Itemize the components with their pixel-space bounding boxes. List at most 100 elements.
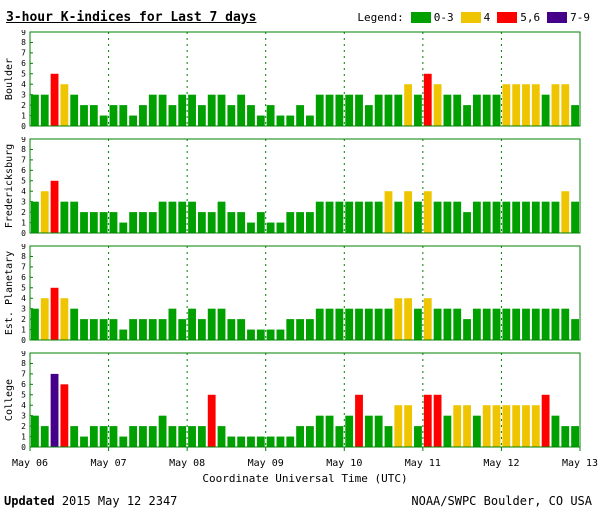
k-index-bar [197, 319, 206, 340]
k-index-bar [80, 105, 88, 126]
y-tick-label: 7 [21, 263, 26, 272]
k-index-bar [335, 94, 344, 126]
k-index-bar [541, 394, 550, 447]
y-tick-label: 2 [21, 422, 26, 431]
k-index-bar [345, 94, 354, 126]
k-index-bar [286, 319, 295, 340]
k-index-bar [70, 426, 79, 447]
k-index-bar [463, 319, 471, 340]
k-index-bar [168, 308, 177, 340]
k-index-bar [266, 329, 275, 340]
k-index-bar [561, 426, 570, 447]
panel-est-planetary: 0 12 345 67 89 Est. Planetary [4, 244, 581, 345]
k-index-bar [423, 394, 432, 447]
k-index-bar [531, 405, 540, 447]
y-tick-label: 4 [21, 187, 26, 196]
y-tick-label: 1 [21, 218, 26, 227]
k-index-bar [482, 308, 491, 340]
updated-label: Updated [4, 494, 55, 508]
k-index-bar [158, 94, 167, 126]
legend-item-purple: 7-9 [547, 11, 590, 24]
x-tick-label: May 11 [404, 458, 441, 469]
k-index-bar [286, 436, 295, 447]
station-label: Fredericksburg [4, 144, 15, 228]
k-index-bar [374, 201, 383, 233]
k-index-bar [355, 94, 363, 126]
k-index-bar [286, 115, 295, 126]
k-index-bar [148, 212, 157, 233]
k-index-bar [512, 201, 521, 233]
k-index-bar [325, 415, 334, 447]
k-index-bar [384, 191, 393, 233]
panel-frame [29, 245, 581, 341]
k-index-bar [482, 201, 491, 233]
station-label: Boulder [4, 58, 15, 100]
k-index-bar [237, 94, 246, 126]
k-index-bar [571, 319, 579, 340]
k-index-bar [276, 329, 285, 340]
k-index-bar [423, 73, 432, 126]
x-tick-label: May 08 [169, 458, 206, 469]
k-index-bar [80, 212, 88, 233]
k-index-bar [414, 308, 422, 340]
k-index-bar [306, 319, 314, 340]
k-index-bar [522, 308, 530, 340]
k-index-bar [247, 222, 255, 233]
k-index-bar [227, 319, 236, 340]
y-tick-label: 5 [21, 70, 26, 79]
k-index-bar [443, 415, 452, 447]
k-index-bar [109, 426, 118, 447]
k-index-bar [522, 201, 530, 233]
k-index-bar [306, 115, 314, 126]
updated-value: 2015 May 12 2347 [61, 494, 178, 508]
panel-frame [29, 352, 581, 448]
k-index-bar [482, 405, 491, 447]
k-index-bar [443, 94, 452, 126]
k-index-bar [561, 308, 570, 340]
y-tick-label: 8 [21, 252, 26, 261]
k-index-bar [571, 105, 579, 126]
k-index-bar [276, 436, 285, 447]
k-index-bar [404, 298, 413, 340]
x-tick-label: May 09 [247, 458, 284, 469]
k-index-bar [453, 405, 462, 447]
k-index-bar [247, 105, 255, 126]
k-index-bar [472, 415, 481, 447]
y-tick-label: 0 [21, 229, 26, 238]
k-index-bar [443, 201, 452, 233]
y-tick-label: 3 [21, 197, 26, 206]
y-tick-label: 6 [21, 59, 26, 68]
k-index-bar [168, 201, 177, 233]
k-index-bar [188, 94, 196, 126]
x-axis-title: Coordinate Universal Time (UTC) [202, 472, 408, 485]
k-index-bar [364, 415, 373, 447]
k-index-bar [374, 308, 383, 340]
y-tick-label: 9 [21, 244, 26, 251]
k-index-bar [237, 319, 246, 340]
k-index-bar [463, 405, 471, 447]
y-tick-label: 6 [21, 380, 26, 389]
k-index-bar [89, 105, 98, 126]
k-index-bar [414, 94, 422, 126]
k-index-bar [158, 319, 167, 340]
k-index-bar [463, 105, 471, 126]
y-tick-label: 1 [21, 432, 26, 441]
k-index-bar [364, 105, 373, 126]
k-index-bar [423, 191, 432, 233]
k-index-bar [99, 212, 108, 233]
k-index-bar [80, 436, 88, 447]
k-index-bar [286, 212, 295, 233]
k-index-bar [40, 94, 49, 126]
k-index-bar [325, 308, 334, 340]
k-index-bar [512, 405, 521, 447]
legend-item-label: 4 [483, 10, 491, 24]
k-index-bar [227, 436, 236, 447]
y-tick-label: 3 [21, 90, 26, 99]
k-index-bar [531, 308, 540, 340]
y-tick-label: 1 [21, 111, 26, 120]
k-index-bar [502, 308, 511, 340]
k-index-bar [404, 191, 413, 233]
k-index-bar [502, 201, 511, 233]
k-index-bar [129, 115, 138, 126]
k-index-bar [551, 201, 560, 233]
